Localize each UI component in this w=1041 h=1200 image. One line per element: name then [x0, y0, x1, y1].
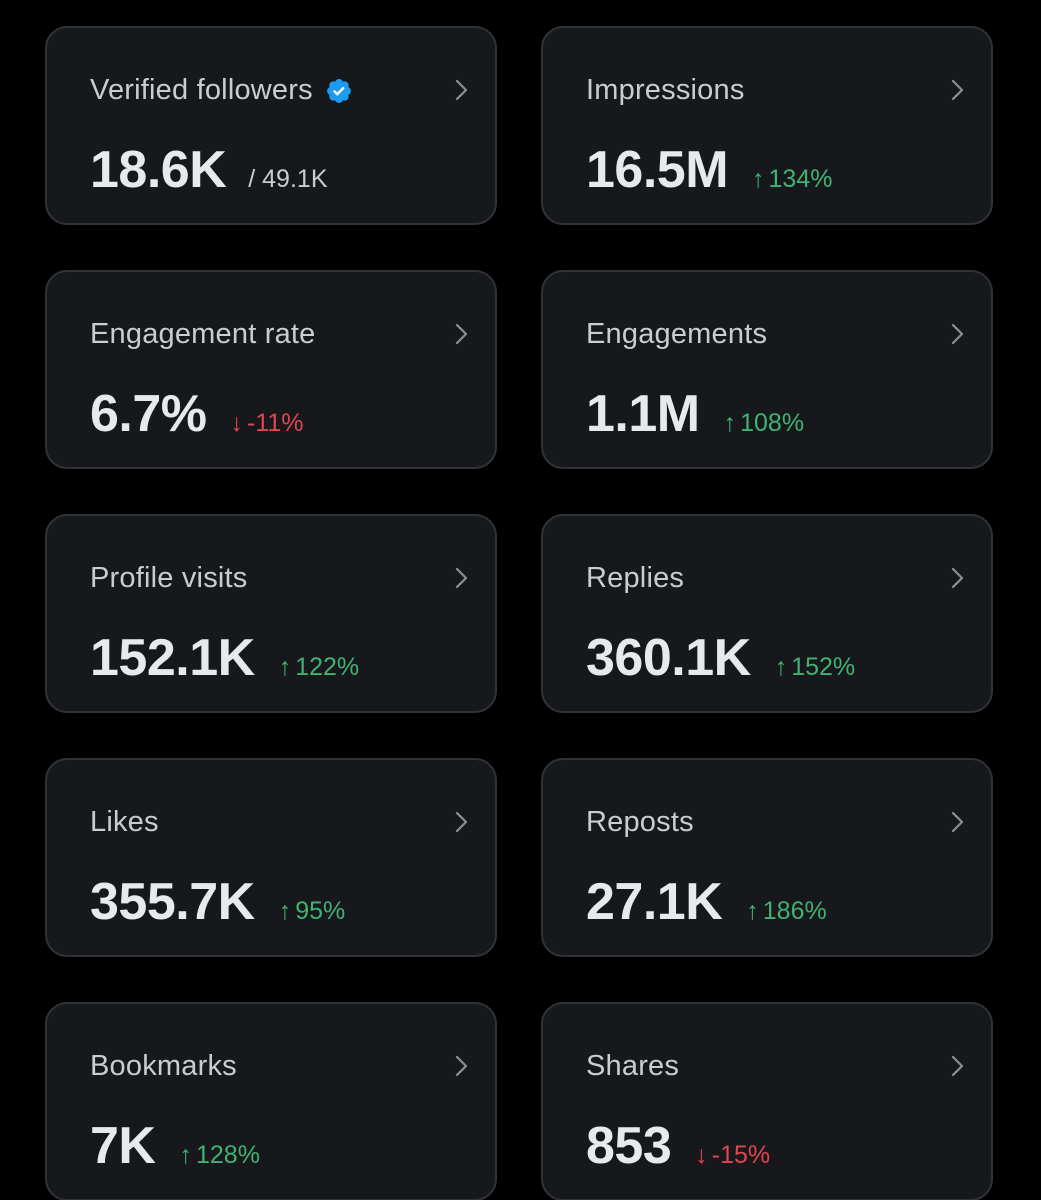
card-value: 16.5M: [586, 141, 729, 199]
card-delta-value: -15%: [711, 1141, 771, 1169]
card-title-wrap: Engagements: [586, 318, 767, 351]
card-value: 152.1K: [90, 629, 255, 687]
card-title: Likes: [90, 806, 159, 838]
card-profile-visits[interactable]: Profile visits 152.1K ↑ 122%: [45, 514, 497, 713]
card-title-wrap: Reposts: [586, 806, 694, 839]
card-value: 853: [586, 1117, 672, 1175]
card-engagement-rate[interactable]: Engagement rate 6.7% ↓ -11%: [45, 270, 497, 469]
card-title-wrap: Verified followers: [90, 74, 353, 107]
card-reposts[interactable]: Reposts 27.1K ↑ 186%: [541, 758, 993, 957]
card-delta: ↑ 122%: [279, 653, 359, 682]
card-value-row: 18.6K / 49.1K: [90, 140, 328, 200]
card-value: 360.1K: [586, 629, 751, 687]
card-title-wrap: Engagement rate: [90, 318, 315, 351]
card-title: Verified followers: [90, 74, 313, 106]
card-title: Bookmarks: [90, 1050, 237, 1082]
chevron-right-icon[interactable]: [449, 1054, 473, 1078]
card-value-row: 6.7% ↓ -11%: [90, 384, 304, 444]
card-value-row: 152.1K ↑ 122%: [90, 628, 359, 688]
card-replies[interactable]: Replies 360.1K ↑ 152%: [541, 514, 993, 713]
card-title: Replies: [586, 562, 685, 594]
verified-badge-icon: [326, 78, 351, 103]
card-value-row: 360.1K ↑ 152%: [586, 628, 855, 688]
card-delta: ↓ -11%: [231, 409, 304, 438]
card-title: Profile visits: [90, 562, 248, 594]
card-value: 27.1K: [586, 873, 723, 931]
card-title: Shares: [586, 1050, 680, 1082]
card-delta: ↑ 152%: [775, 653, 855, 682]
card-verified-followers[interactable]: Verified followers 18.6K / 49.1K: [45, 26, 497, 225]
card-value: 18.6K: [90, 141, 227, 199]
card-delta: ↑ 186%: [746, 897, 826, 926]
card-likes[interactable]: Likes 355.7K ↑ 95%: [45, 758, 497, 957]
card-value-row: 7K ↑ 128%: [90, 1116, 260, 1176]
arrow-up-icon: ↑: [179, 1141, 192, 1169]
card-title: Engagement rate: [90, 318, 316, 350]
card-delta: ↓ -15%: [695, 1141, 770, 1170]
card-delta-value: 134%: [768, 165, 833, 193]
card-delta-value: 152%: [791, 653, 856, 681]
card-value-row: 16.5M ↑ 134%: [586, 140, 832, 200]
card-delta-value: 128%: [195, 1141, 260, 1169]
chevron-right-icon[interactable]: [449, 810, 473, 834]
card-delta-value: -11%: [247, 409, 304, 437]
card-delta-value: 108%: [740, 409, 805, 437]
card-title: Reposts: [586, 806, 694, 838]
card-delta: ↑ 128%: [179, 1141, 259, 1170]
card-value: 355.7K: [90, 873, 255, 931]
card-value-row: 853 ↓ -15%: [586, 1116, 770, 1176]
card-title-wrap: Profile visits: [90, 562, 248, 595]
chevron-right-icon[interactable]: [945, 566, 969, 590]
arrow-down-icon: ↓: [230, 409, 244, 437]
card-value: 7K: [90, 1117, 156, 1175]
arrow-up-icon: ↑: [723, 409, 737, 437]
arrow-up-icon: ↑: [752, 165, 765, 193]
card-value-row: 27.1K ↑ 186%: [586, 872, 827, 932]
chevron-right-icon[interactable]: [945, 1054, 969, 1078]
card-impressions[interactable]: Impressions 16.5M ↑ 134%: [541, 26, 993, 225]
chevron-right-icon[interactable]: [945, 322, 969, 346]
card-value: 6.7%: [90, 385, 207, 443]
card-engagements[interactable]: Engagements 1.1M ↑ 108%: [541, 270, 993, 469]
card-delta: ↑ 95%: [279, 897, 346, 926]
arrow-up-icon: ↑: [746, 897, 759, 925]
chevron-right-icon[interactable]: [945, 78, 969, 102]
card-title-wrap: Replies: [586, 562, 684, 595]
card-value: 1.1M: [586, 385, 700, 443]
card-delta-value: 122%: [295, 653, 360, 681]
card-delta: ↑ 108%: [724, 409, 804, 438]
card-bookmarks[interactable]: Bookmarks 7K ↑ 128%: [45, 1002, 497, 1200]
arrow-down-icon: ↓: [695, 1141, 708, 1169]
card-title-wrap: Likes: [90, 806, 159, 839]
chevron-right-icon[interactable]: [449, 322, 473, 346]
chevron-right-icon[interactable]: [449, 566, 473, 590]
card-value-row: 355.7K ↑ 95%: [90, 872, 345, 932]
card-delta: ↑ 134%: [752, 165, 832, 194]
card-shares[interactable]: Shares 853 ↓ -15%: [541, 1002, 993, 1200]
card-title-wrap: Impressions: [586, 74, 745, 107]
card-title-wrap: Bookmarks: [90, 1050, 237, 1083]
arrow-up-icon: ↑: [278, 897, 292, 925]
card-delta-value: 186%: [762, 897, 827, 925]
arrow-up-icon: ↑: [278, 653, 292, 681]
card-title-wrap: Shares: [586, 1050, 679, 1083]
chevron-right-icon[interactable]: [945, 810, 969, 834]
arrow-up-icon: ↑: [774, 653, 788, 681]
chevron-right-icon[interactable]: [449, 78, 473, 102]
card-delta-value: 95%: [295, 897, 346, 925]
card-title: Engagements: [586, 318, 768, 350]
card-total: / 49.1K: [248, 165, 328, 193]
card-value-row: 1.1M ↑ 108%: [586, 384, 804, 444]
card-title: Impressions: [586, 74, 745, 106]
